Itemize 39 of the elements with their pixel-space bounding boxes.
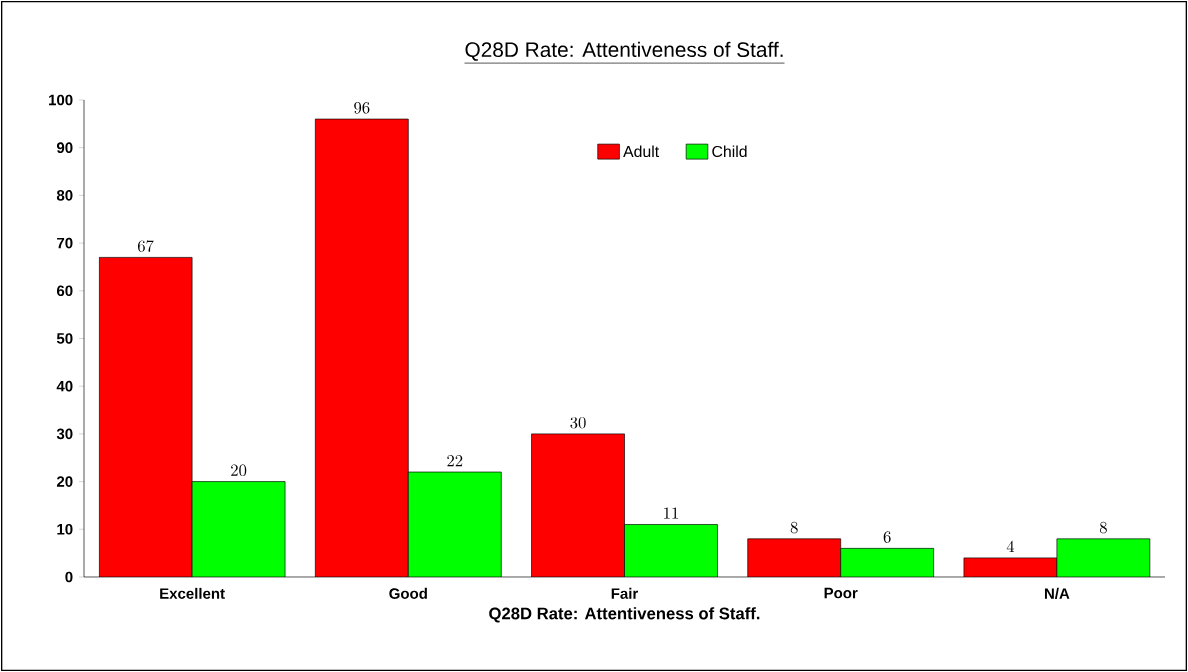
y-tick-label: 100 — [49, 94, 73, 106]
x-tick-label: Good — [389, 587, 427, 599]
x-tick-label: N/A — [1044, 587, 1070, 600]
data-label: 30 — [570, 416, 586, 429]
data-label: 11 — [664, 507, 678, 519]
bar — [408, 472, 502, 577]
y-tick-label: 90 — [56, 142, 73, 154]
y-tick-label: 80 — [56, 190, 73, 201]
data-label: 6 — [883, 531, 891, 543]
data-label: 22 — [447, 455, 463, 467]
bar — [840, 548, 934, 577]
bar — [747, 538, 841, 577]
y-tick-label: 20 — [56, 476, 73, 487]
data-label: 67 — [137, 240, 154, 252]
data-label: 96 — [354, 102, 370, 114]
legend-label: Child — [712, 145, 747, 158]
x-tick-label: Poor — [824, 587, 858, 599]
legend-label: Adult — [623, 145, 660, 158]
y-tick-label: 10 — [57, 523, 73, 535]
x-tick-label: Excellent — [160, 587, 225, 599]
data-label: 20 — [231, 464, 247, 477]
y-tick-label: 50 — [56, 333, 73, 344]
data-label: 4 — [1006, 540, 1015, 553]
data-label: 8 — [790, 521, 798, 534]
y-tick-label: 0 — [65, 571, 73, 583]
y-tick-label: 70 — [57, 237, 73, 249]
bar — [315, 119, 409, 577]
x-axis-title: Q28D Rate: Attentiveness of Staff. — [489, 607, 760, 623]
bar — [192, 481, 286, 577]
bar — [531, 433, 625, 577]
chart-title: Q28D Rate: Attentiveness of Staff. — [465, 41, 783, 61]
y-tick-label: 60 — [56, 285, 73, 297]
y-tick-label: 30 — [56, 428, 73, 440]
bar — [624, 524, 718, 577]
x-tick-label: Fair — [611, 587, 639, 599]
bar — [99, 257, 193, 577]
bar — [1056, 538, 1151, 577]
y-tick-label: 40 — [56, 380, 73, 392]
data-label: 8 — [1099, 521, 1107, 534]
